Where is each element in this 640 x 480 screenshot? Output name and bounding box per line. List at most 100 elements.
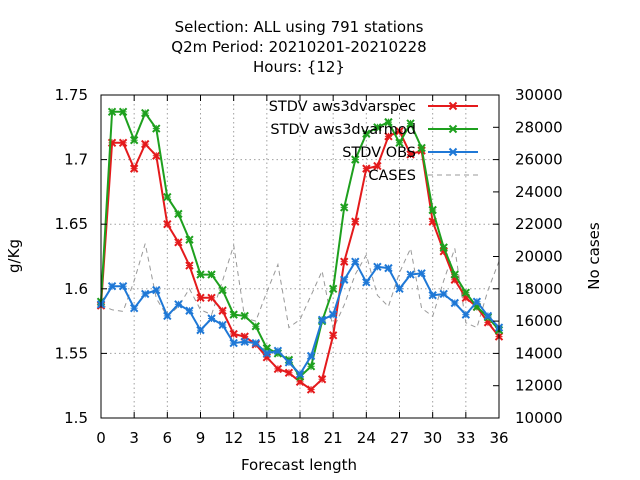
data-point xyxy=(439,243,448,252)
y-tick-label: 1.7 xyxy=(64,151,88,169)
data-point xyxy=(395,138,404,148)
data-point xyxy=(483,311,493,321)
data-point xyxy=(306,351,316,361)
data-point xyxy=(406,270,415,279)
data-point xyxy=(251,322,260,331)
y-tick-label: 1.6 xyxy=(64,280,88,298)
data-point xyxy=(174,209,183,219)
series-line xyxy=(100,129,500,391)
data-point xyxy=(152,151,161,160)
x-tick-label: 9 xyxy=(196,429,206,447)
data-point xyxy=(284,358,294,367)
data-point xyxy=(317,315,327,325)
data-point xyxy=(384,117,393,127)
data-point xyxy=(428,291,437,300)
y2-tick-label: 16000 xyxy=(515,312,563,330)
x-tick-label: 27 xyxy=(390,429,409,447)
data-point xyxy=(141,108,150,118)
data-point xyxy=(240,337,249,346)
x-tick-label: 24 xyxy=(357,429,376,447)
data-point xyxy=(240,311,249,321)
data-point xyxy=(351,257,360,266)
data-point xyxy=(328,331,338,340)
legend-label: STDV aws3dvarspec xyxy=(269,99,416,115)
chart-title-line-1: Selection: ALL using 791 stations xyxy=(175,18,424,36)
chart-title-line-3: Hours: {12} xyxy=(253,58,345,76)
y2-tick-label: 30000 xyxy=(515,86,563,104)
data-point xyxy=(284,368,294,377)
data-point xyxy=(461,288,471,297)
data-point xyxy=(362,164,371,173)
x-tick-label: 18 xyxy=(290,429,309,447)
data-point xyxy=(163,192,172,202)
data-point xyxy=(196,293,205,303)
y-tick-label: 1.55 xyxy=(55,344,88,362)
chart-title-line-2: Q2m Period: 20210201-20210228 xyxy=(171,38,426,56)
data-point xyxy=(174,238,183,247)
data-point xyxy=(428,205,437,215)
legend-item: STDV aws3dvarmod xyxy=(270,122,478,138)
data-point xyxy=(328,310,338,319)
data-point xyxy=(450,270,459,279)
legend-item: STDV OBS xyxy=(342,145,478,161)
data-point xyxy=(406,150,415,159)
y-tick-label: 1.65 xyxy=(55,215,88,233)
data-point xyxy=(295,369,305,379)
x-tick-label: 15 xyxy=(257,429,276,447)
data-point xyxy=(229,338,238,348)
data-point xyxy=(439,289,448,299)
data-point xyxy=(174,300,183,309)
data-point xyxy=(373,262,382,272)
y2-tick-label: 12000 xyxy=(515,377,563,395)
x-tick-label: 36 xyxy=(489,429,508,447)
x-tick-label: 33 xyxy=(456,429,475,447)
grid xyxy=(101,95,499,418)
data-point xyxy=(340,203,349,212)
data-point xyxy=(218,320,227,330)
data-point xyxy=(472,297,482,306)
legend-label: STDV OBS xyxy=(342,145,416,161)
data-point xyxy=(373,123,382,132)
data-point xyxy=(362,278,371,287)
chart-title: Selection: ALL using 791 stations Q2m Pe… xyxy=(171,18,426,76)
data-point xyxy=(107,282,117,291)
data-point xyxy=(207,270,216,279)
data-point xyxy=(207,314,216,323)
data-point xyxy=(196,325,205,335)
data-point xyxy=(384,132,393,141)
data-point xyxy=(273,364,283,374)
data-point xyxy=(450,298,459,308)
data-point xyxy=(306,385,316,394)
data-point xyxy=(262,349,272,358)
data-point xyxy=(118,107,128,117)
data-point xyxy=(362,129,371,138)
y2-tick-label: 18000 xyxy=(515,280,563,298)
y-axis-label: g/Kg xyxy=(5,239,23,273)
data-point xyxy=(129,164,139,173)
y2-tick-label: 10000 xyxy=(515,409,563,427)
y-tick-label: 1.5 xyxy=(64,409,88,427)
y2-tick-label: 26000 xyxy=(515,151,563,169)
y2-tick-label: 22000 xyxy=(515,215,563,233)
data-point xyxy=(207,293,216,303)
data-point xyxy=(251,338,260,348)
data-point xyxy=(384,263,393,273)
data-point xyxy=(328,284,338,294)
y2-tick-label: 28000 xyxy=(515,118,563,136)
data-point xyxy=(351,155,360,164)
data-point xyxy=(306,362,316,371)
x-tick-label: 21 xyxy=(324,429,343,447)
data-point xyxy=(317,375,327,384)
y2-tick-label: 24000 xyxy=(515,183,563,201)
data-point xyxy=(141,139,150,149)
data-point xyxy=(395,284,404,294)
legend-item: STDV aws3dvarspec xyxy=(269,99,478,115)
x-tick-label: 3 xyxy=(129,429,139,447)
y-axis: 1.5 1.55 1.6 1.65 1.7 1.75 xyxy=(55,86,107,427)
legend-label: STDV aws3dvarmod xyxy=(270,122,416,138)
data-point xyxy=(129,303,139,313)
data-point xyxy=(218,285,227,295)
data-point xyxy=(340,257,349,266)
data-point xyxy=(351,217,360,226)
